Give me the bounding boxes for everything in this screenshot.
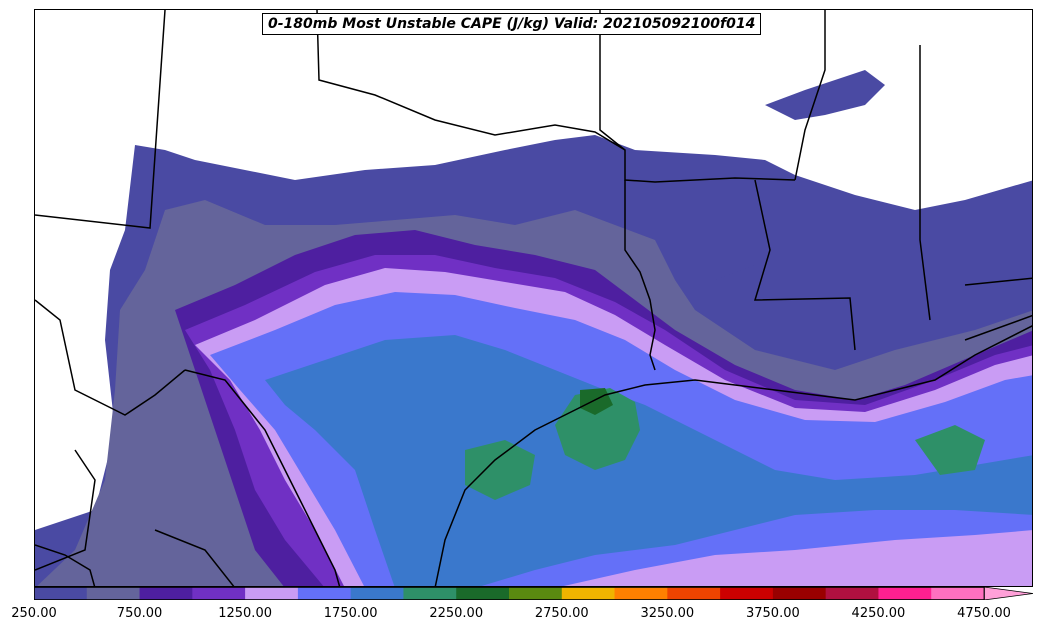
- cape-map: [34, 9, 1033, 587]
- colorbar-segment: [561, 587, 616, 600]
- colorbar-segment: [931, 587, 985, 600]
- colorbar-tick-label: 2750.00: [534, 606, 589, 621]
- colorbar-segment: [878, 587, 932, 600]
- map-title: 0-180mb Most Unstable CAPE (J/kg) Valid:…: [262, 13, 762, 35]
- colorbar-segment: [350, 587, 404, 600]
- colorbar-segment: [245, 587, 299, 600]
- colorbar-tick-label: 1250.00: [218, 606, 272, 621]
- colorbar-tick-label: 1750.00: [323, 606, 378, 621]
- colorbar-svg: [34, 587, 1033, 600]
- colorbar-segment: [297, 587, 352, 600]
- colorbar-tick-label: 3750.00: [745, 606, 800, 621]
- colorbar-tick-label: 250.00: [11, 606, 57, 621]
- cape-band-2000: [555, 388, 640, 470]
- colorbar-extend-arrow: [983, 587, 1033, 600]
- colorbar-segment: [86, 587, 141, 600]
- colorbar-segment: [720, 587, 774, 600]
- colorbar-segment: [192, 587, 246, 600]
- colorbar-segment: [34, 587, 88, 600]
- cape-band-1750: [265, 335, 1032, 586]
- colorbar-segment: [403, 587, 457, 600]
- colorbar-segment: [825, 587, 879, 600]
- colorbar: [34, 587, 1033, 600]
- colorbar-tick-label: 2250.00: [429, 606, 484, 621]
- colorbar-tick-label: 3250.00: [640, 606, 695, 621]
- colorbar-segment: [772, 587, 827, 600]
- colorbar-segment: [509, 587, 563, 600]
- colorbar-tick-label: 4250.00: [851, 606, 906, 621]
- cape-band-2000-b: [465, 440, 535, 500]
- cape-band-2000-c: [915, 425, 985, 475]
- colorbar-tick-label: 750.00: [116, 606, 163, 621]
- political-boundaries: [35, 10, 1032, 586]
- colorbar-segment: [139, 587, 193, 600]
- cape-band-250-mid: [675, 220, 765, 280]
- colorbar-segment: [667, 587, 721, 600]
- colorbar-segment: [614, 587, 668, 600]
- cape-band-250-north: [765, 70, 885, 120]
- cape-map-svg: [35, 10, 1032, 586]
- colorbar-tick-label: 4750.00: [957, 606, 1011, 621]
- colorbar-frame: [34, 587, 985, 600]
- colorbar-segment: [456, 587, 510, 600]
